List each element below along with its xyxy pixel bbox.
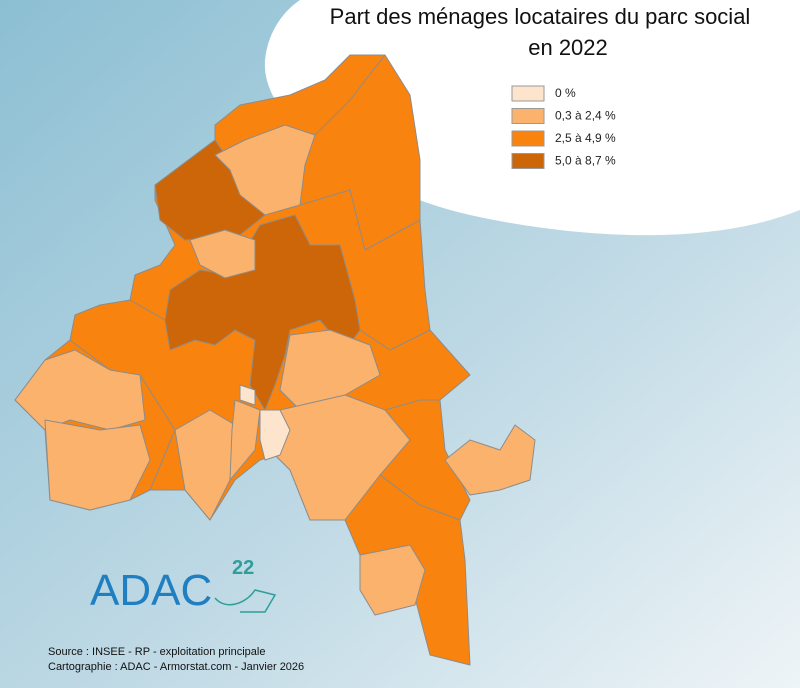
region	[279, 329, 381, 411]
border	[379, 474, 461, 521]
legend-label: 5,0 à 8,7 %	[555, 154, 616, 168]
region	[259, 409, 291, 461]
source: Cartographie : ADAC - Armorstat.com - Ja…	[48, 661, 304, 673]
region	[164, 214, 361, 411]
region	[229, 399, 261, 481]
border	[299, 189, 421, 251]
border	[129, 299, 166, 321]
legend-swatch	[511, 130, 545, 147]
region	[444, 424, 536, 496]
legend-label: 0 %	[555, 86, 576, 100]
region	[189, 229, 256, 279]
title: en 2022	[528, 35, 608, 60]
legend-label: 2,5 à 4,9 %	[555, 131, 616, 145]
border	[359, 329, 431, 351]
logo-mark	[214, 589, 277, 613]
legend-swatch	[511, 153, 545, 169]
border	[69, 339, 111, 371]
region	[214, 124, 316, 216]
map	[14, 54, 536, 666]
title: Part des ménages locataires du parc soci…	[330, 4, 751, 29]
logo-name: ADAC	[90, 566, 212, 615]
legend-swatch	[511, 108, 545, 124]
legend-swatch	[511, 85, 545, 102]
legend: 0 % 0,3 à 2,4 % 2,5 à 4,9 % 5,0 à 8,7 %	[511, 85, 616, 169]
region	[44, 419, 151, 511]
legend-label: 0,3 à 2,4 %	[555, 109, 616, 123]
border	[384, 399, 440, 411]
region	[239, 384, 256, 406]
source: Source : INSEE - RP - exploitation princ…	[48, 646, 265, 658]
border	[314, 54, 386, 136]
region	[14, 349, 146, 431]
region	[274, 394, 411, 521]
region	[359, 544, 426, 616]
logo-number: 22	[232, 557, 254, 579]
